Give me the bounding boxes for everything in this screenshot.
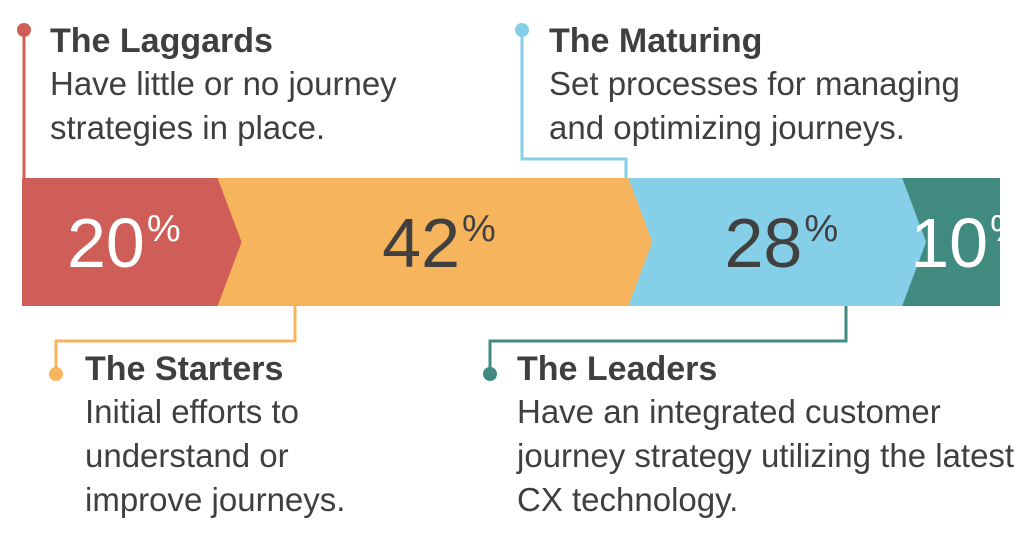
laggards-title: The Laggards [50, 22, 273, 60]
laggards-connector-dot [17, 23, 31, 37]
leaders-connector-dot [483, 367, 497, 381]
value-label-the-laggards: 20% [67, 204, 181, 282]
value-labels: 20% 42% 28% 10% [67, 204, 1024, 282]
maturing-connector-dot [515, 23, 529, 37]
value-label-the-maturing: 28% [724, 204, 838, 282]
maturing-title: The Maturing [549, 22, 763, 60]
starters-connector [54, 304, 297, 374]
starters-description: Initial efforts to understand or improve… [85, 393, 346, 518]
value-label-the-starters: 42% [382, 204, 496, 282]
starters-title: The Starters [85, 350, 284, 388]
bar-segments [22, 178, 1000, 306]
bar-segment-the-maturing [628, 178, 927, 306]
starters-callout: The Starters Initial efforts to understa… [85, 348, 405, 522]
leaders-callout: The Leaders Have an integrated customer … [517, 348, 1017, 522]
maturing-connector [520, 30, 628, 180]
bar-segment-the-laggards [22, 178, 242, 306]
bar-segment-the-starters [217, 178, 653, 306]
leaders-description: Have an integrated customer journey stra… [517, 393, 1015, 518]
laggards-callout: The Laggards Have little or no journey s… [50, 20, 470, 150]
starters-connector-dot [49, 367, 63, 381]
maturing-description: Set processes for managing and optimizin… [549, 65, 960, 146]
maturing-callout: The Maturing Set processes for managing … [549, 20, 1019, 150]
connector-lines [17, 23, 848, 381]
value-label-the-leaders: 10% [910, 204, 1024, 282]
bar-segment-the-leaders [902, 178, 1000, 306]
leaders-title: The Leaders [517, 350, 718, 388]
leaders-connector [488, 304, 848, 374]
laggards-description: Have little or no journey strategies in … [50, 65, 397, 146]
